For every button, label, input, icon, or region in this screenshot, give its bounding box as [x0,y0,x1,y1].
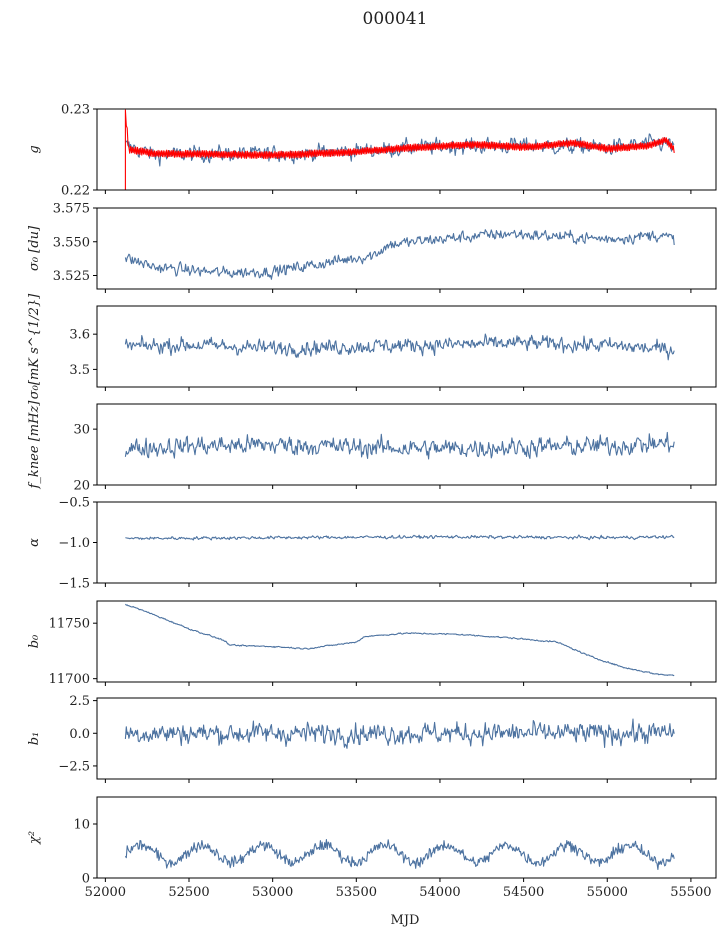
y-axis-label-8: χ² [27,831,42,845]
panel-8: 0 10 χ² [27,796,717,887]
panel-7: −2.5 0.0 2.5 b₁ [27,694,717,783]
series-line-2-1 [124,229,675,280]
y-axis-label-5: α [27,538,42,547]
series-line-8-1 [124,838,675,870]
panel-2: 3.525 3.550 3.575 σ₀ [du] [27,202,717,293]
y-tick-label-6-2: 11750 [49,617,90,632]
series-line-1-2 [124,109,675,190]
panel-4: 20 30 f_knee [mHz] [27,400,717,494]
panel-frame-3 [96,305,717,388]
y-tick-label-3-2: 3.6 [69,328,90,343]
y-tick-label-5-1: −1.5 [58,577,90,592]
series-line-7-1 [124,718,675,749]
x-tick-label-7: 55000 [587,885,628,900]
panel-frame-8 [96,796,717,879]
y-axis-label-6: b₀ [27,634,42,648]
series-line-3-1 [124,333,675,361]
y-tick-label-2-3: 3.575 [53,202,90,217]
panel-5: −1.5 −1.0 −0.5 α [27,496,717,592]
y-tick-label-2-2: 3.550 [53,235,90,250]
y-tick-label-3-1: 3.5 [69,363,90,378]
panel-frame-5 [96,501,717,584]
x-tick-label-8: 55500 [670,885,711,900]
y-tick-label-5-3: −0.5 [58,496,90,511]
x-tick-label-4: 53500 [336,885,377,900]
y-axis-label-2: σ₀ [du] [27,225,42,271]
x-tick-label-2: 52500 [168,885,209,900]
y-tick-label-1-2: 0.23 [61,103,90,118]
panel-frame-4 [96,403,717,486]
panel-frame-1 [96,108,717,191]
panel-frame-2 [96,207,717,290]
y-tick-label-2-1: 3.525 [53,269,90,284]
y-axis-label-4: f_knee [mHz] [27,400,42,490]
y-axis-label-1: g [27,145,42,153]
series-line-5-1 [125,534,675,541]
y-tick-label-4-2: 30 [73,423,90,438]
panel-3: 3.5 3.6 σ₀[mK s^{1/2}] [27,293,717,399]
y-tick-label-7-1: −2.5 [58,759,90,774]
y-tick-label-5-2: −1.0 [58,536,90,551]
panel-frame-7 [96,697,717,780]
panel-6: 11700 11750 b₀ [27,600,717,687]
y-tick-label-4-1: 20 [73,479,90,494]
panels-group: 0.22 0.23 g 3.525 3.550 3.575 σ₀ [du] 3.5 3.6 σ₀[… [27,103,717,900]
figure-title: 000041 [363,9,428,29]
panel-frame-6 [96,600,717,683]
x-tick-label-6: 54500 [503,885,544,900]
y-axis-label-3: σ₀[mK s^{1/2}] [27,293,42,399]
x-tick-labels: 52000 52500 53000 53500 54000 54500 55000 55500 [85,885,712,900]
y-tick-label-8-1: 0 [82,872,90,887]
y-axis-label-7: b₁ [27,732,42,746]
y-tick-label-7-3: 2.5 [69,694,90,709]
series-line-4-1 [124,431,675,460]
x-tick-label-3: 53000 [252,885,293,900]
y-tick-label-1-1: 0.22 [61,184,90,199]
x-tick-label-5: 54000 [419,885,460,900]
y-tick-label-7-2: 0.0 [69,727,90,742]
y-tick-label-8-2: 10 [73,818,90,833]
x-tick-label-1: 52000 [85,885,126,900]
panel-1: 0.22 0.23 g [27,103,717,199]
x-axis-label: MJD [391,913,420,928]
series-line-6-1 [124,603,675,677]
y-tick-label-6-1: 11700 [49,672,90,687]
